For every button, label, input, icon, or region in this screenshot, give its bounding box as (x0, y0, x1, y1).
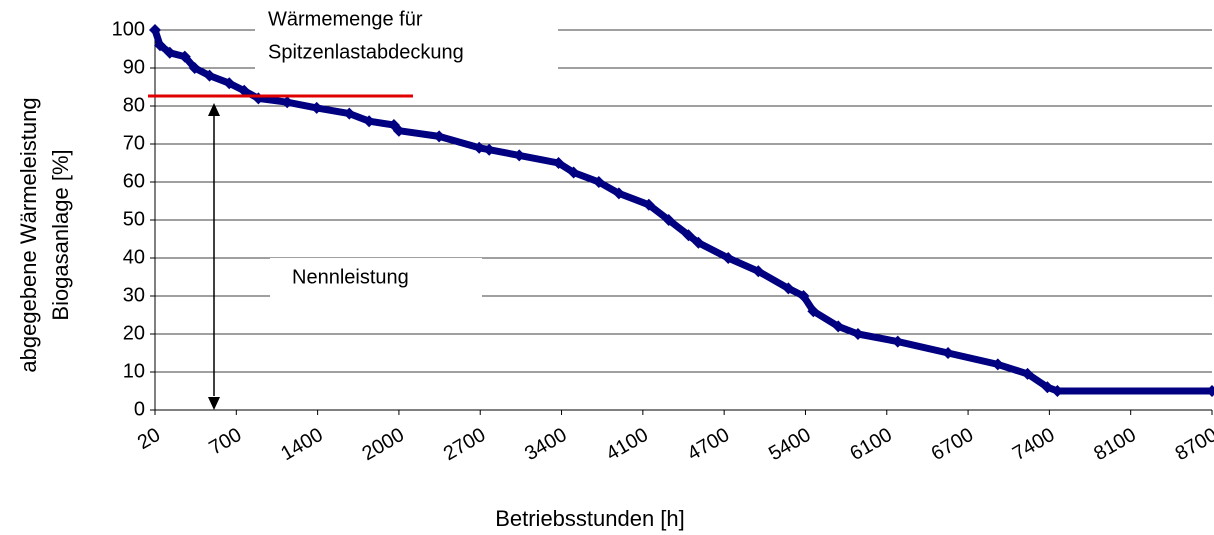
y-tick-label: 10 (123, 360, 145, 382)
point (752, 265, 765, 278)
marks (149, 24, 1214, 397)
point (832, 320, 845, 333)
y-tick-label: 40 (123, 246, 145, 268)
point (178, 50, 191, 63)
point (203, 69, 216, 82)
point (483, 143, 496, 156)
x-tick-label: 1400 (277, 424, 327, 465)
annotation: Nennleistung (292, 266, 409, 288)
point (238, 84, 251, 97)
y-axis-title: abgegebene Wärmeleistung (16, 97, 41, 372)
point (991, 358, 1004, 371)
x-tick-label: 4100 (602, 424, 652, 465)
point (513, 149, 526, 162)
point (782, 282, 795, 295)
x-tick-label: 5400 (765, 424, 815, 465)
y-tick-label: 70 (123, 132, 145, 154)
point (363, 115, 376, 128)
point (1041, 381, 1054, 394)
point (281, 96, 294, 109)
annotation: Wärmemenge für (268, 8, 423, 30)
y-axis-title: Biogasanlage [%] (48, 149, 73, 320)
point (682, 229, 695, 242)
y-tick-label: 50 (123, 208, 145, 230)
x-tick-label: 4700 (684, 424, 734, 465)
series-line (151, 28, 1212, 395)
point (567, 166, 580, 179)
y-tick-label: 80 (123, 94, 145, 116)
point (188, 62, 201, 74)
point (154, 39, 167, 52)
arrow-head (208, 397, 220, 410)
annotation-box (255, 2, 558, 70)
point (662, 214, 675, 226)
point (163, 46, 176, 59)
point (433, 130, 446, 143)
x-tick-label: 6700 (928, 424, 978, 465)
x-tick-label: 700 (206, 424, 246, 460)
point (797, 290, 810, 302)
x-tick-label: 2000 (359, 424, 409, 465)
point (692, 236, 705, 249)
x-tick-label: 6100 (846, 424, 896, 465)
x-tick-label: 3400 (521, 424, 571, 465)
point (343, 107, 356, 120)
point (149, 24, 161, 36)
annotation-box (270, 258, 482, 298)
point (891, 335, 904, 348)
point (392, 124, 405, 137)
y-tick-label: 30 (123, 284, 145, 306)
point (807, 305, 820, 318)
point (1206, 385, 1214, 397)
point (592, 176, 605, 188)
x-tick-label: 20 (134, 424, 164, 454)
annotation: Spitzenlastabdeckung (268, 41, 464, 63)
x-axis-title: Betriebsstunden [h] (495, 506, 685, 531)
x-tick-label: 7400 (1009, 424, 1059, 465)
grid (150, 29, 1213, 415)
y-tick-label: 0 (134, 398, 145, 420)
x-tick-label: 8100 (1090, 424, 1140, 465)
point (722, 252, 735, 264)
point (642, 198, 655, 211)
x-tick-label: 8700 (1172, 424, 1214, 465)
point (310, 101, 323, 114)
y-tick-label: 20 (123, 322, 145, 344)
point (473, 141, 486, 154)
point (1051, 385, 1064, 397)
y-tick-label: 100 (112, 18, 145, 40)
y-tick-label: 90 (123, 56, 145, 78)
arrow-head (208, 103, 220, 116)
point (1021, 367, 1034, 380)
point (552, 157, 565, 169)
x-tick-label: 2700 (440, 424, 490, 465)
point (223, 77, 236, 90)
point (851, 328, 864, 340)
point (942, 347, 955, 359)
point (612, 187, 625, 200)
y-tick-label: 60 (123, 170, 145, 192)
